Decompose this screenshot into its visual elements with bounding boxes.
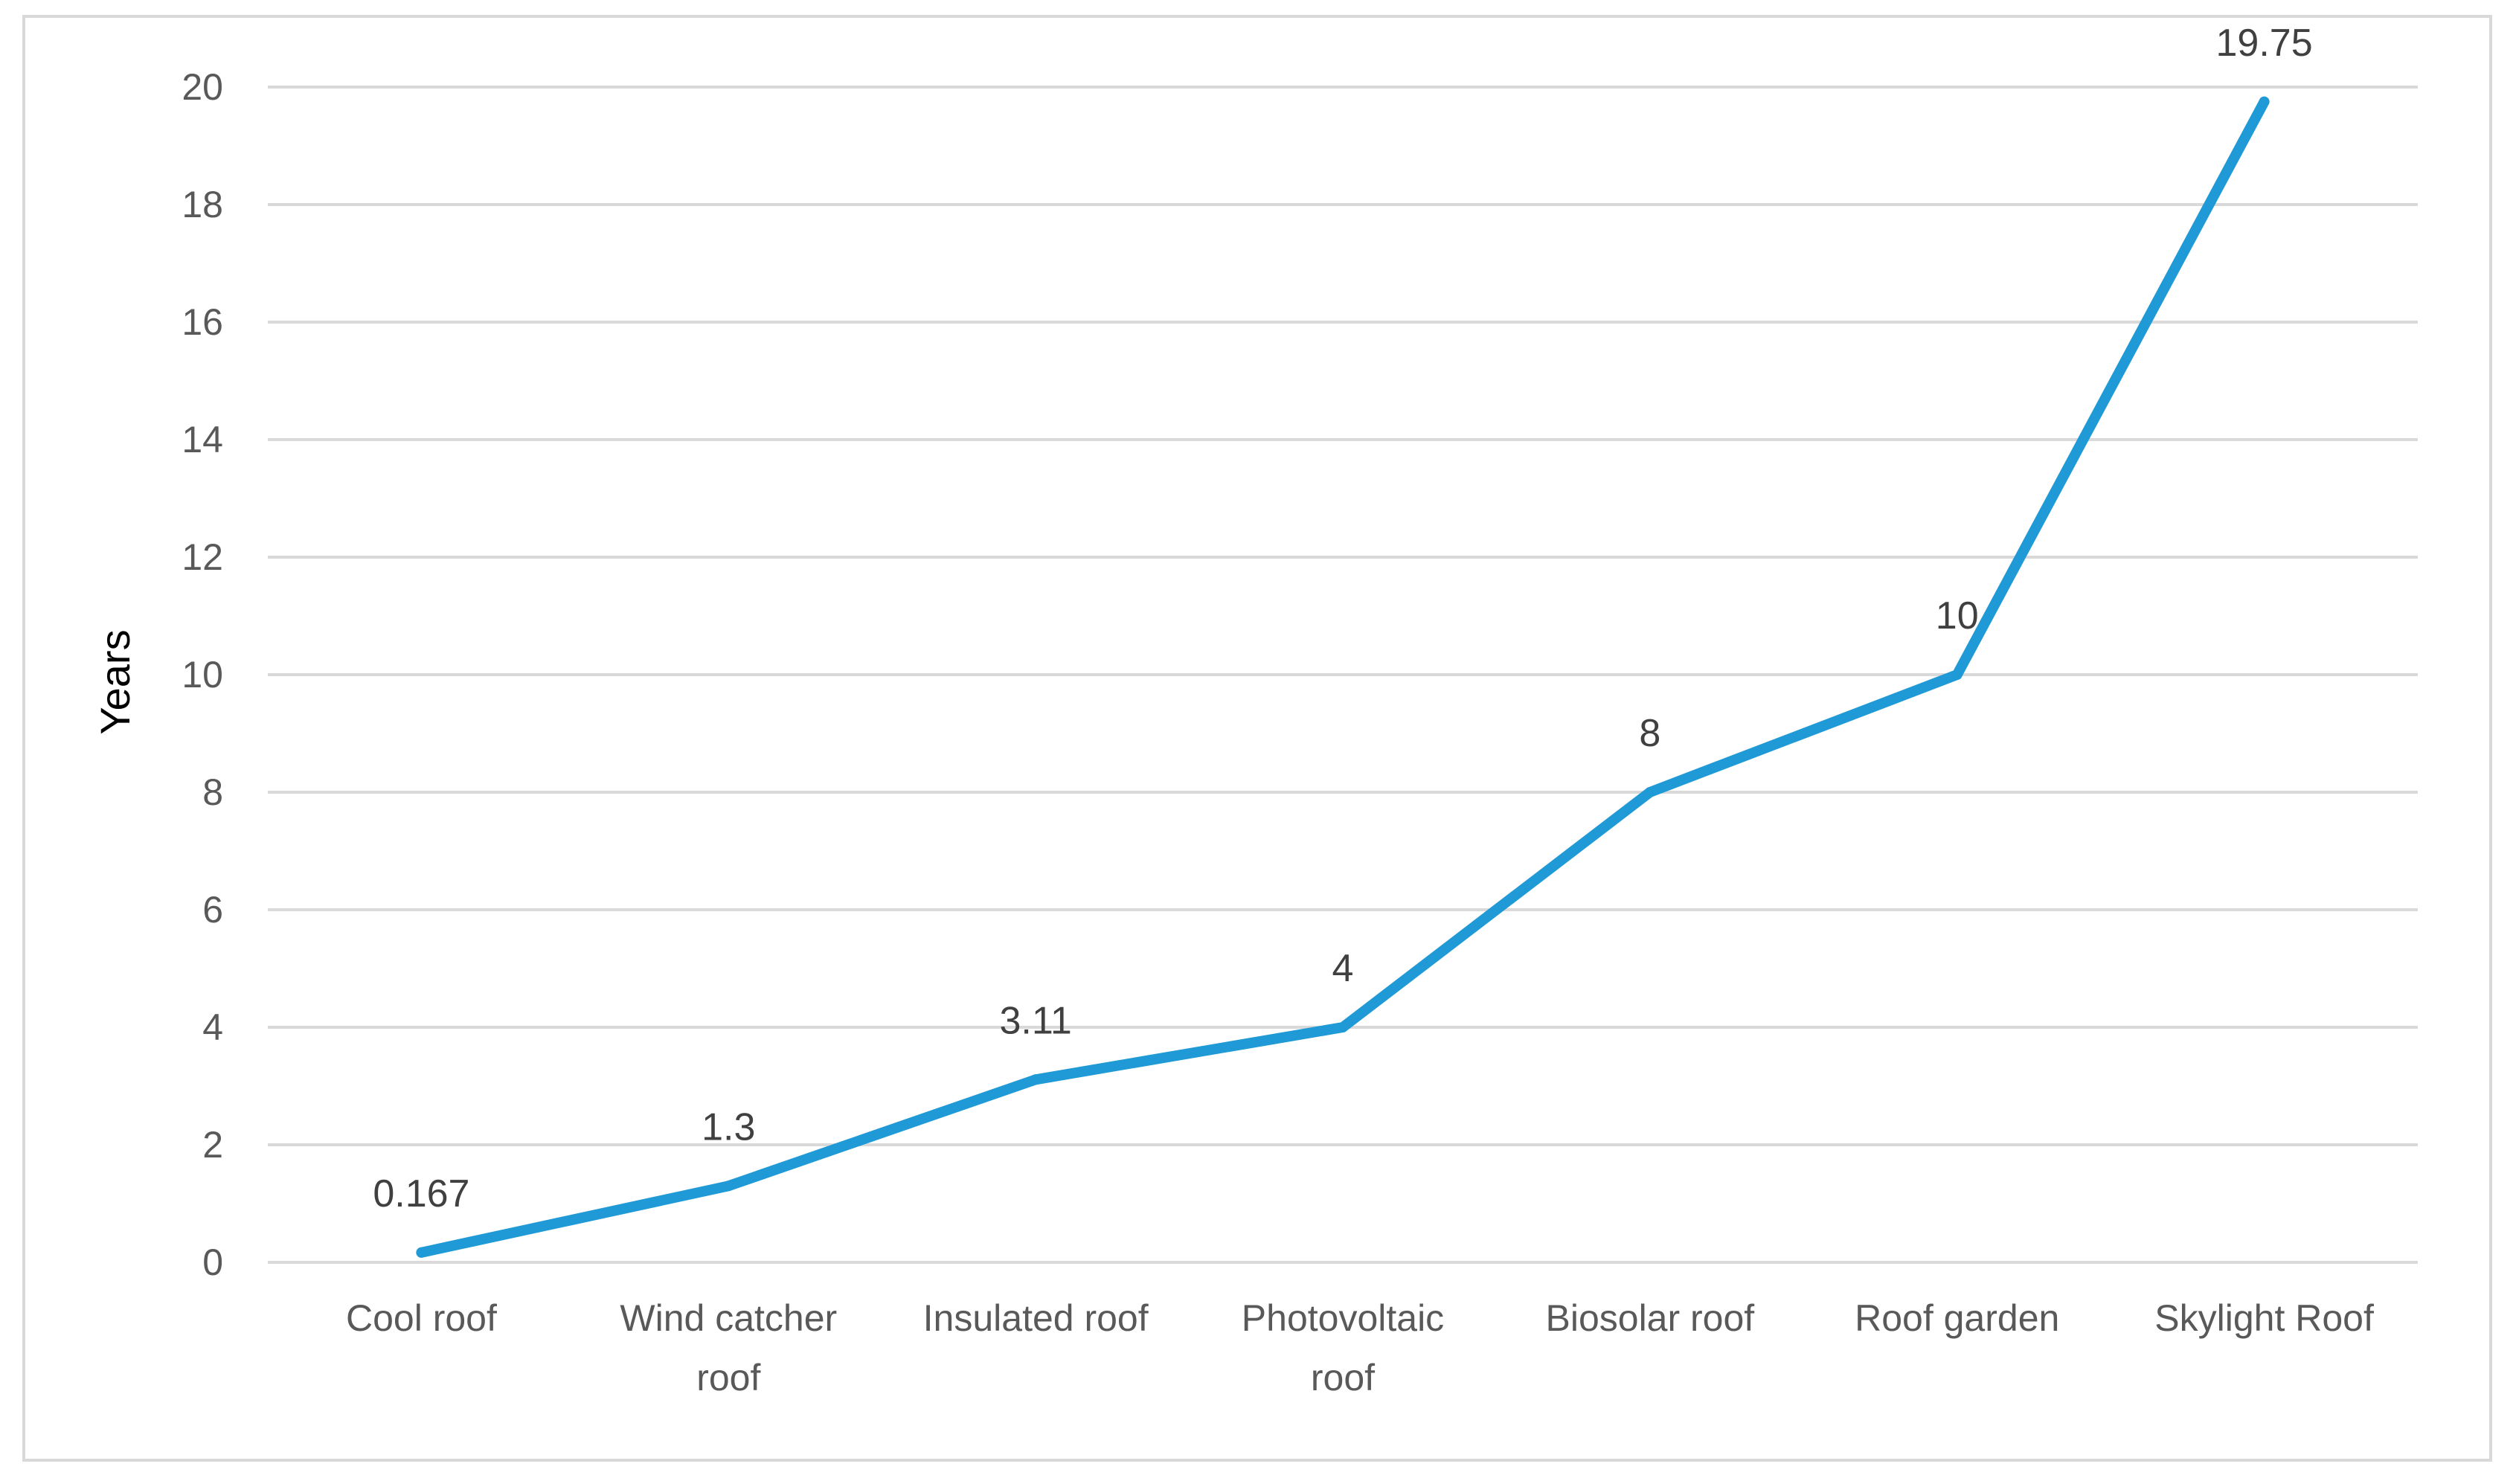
x-tick-label-line: Insulated roof bbox=[923, 1297, 1149, 1339]
series-line bbox=[416, 96, 2270, 1258]
data-point bbox=[723, 1181, 734, 1192]
y-tick-label: 0 bbox=[202, 1242, 223, 1283]
y-tick-label: 8 bbox=[202, 771, 223, 813]
y-tick-label: 20 bbox=[182, 66, 223, 108]
y-tick-label: 2 bbox=[202, 1124, 223, 1166]
gridlines bbox=[268, 86, 2418, 1264]
y-axis-ticks: 0 2 4 6 8 10 12 14 16 18 20 bbox=[182, 66, 223, 1283]
chart-frame: 0 2 4 6 8 10 12 14 16 18 20 Cool roof Wind catcher r… bbox=[22, 15, 2492, 1462]
x-tick-label: Wind catcher roof bbox=[620, 1297, 837, 1398]
data-labels: 0.167 1.3 3.11 4 8 10 19.75 bbox=[373, 22, 2312, 1215]
data-label: 0.167 bbox=[373, 1172, 469, 1215]
data-point bbox=[1338, 1022, 1348, 1032]
data-label: 19.75 bbox=[2216, 22, 2313, 65]
x-tick-label: Skylight Roof bbox=[2154, 1297, 2374, 1339]
y-tick-label: 16 bbox=[182, 301, 223, 343]
y-tick-label: 12 bbox=[182, 536, 223, 578]
data-point bbox=[1644, 787, 1655, 797]
y-axis-title: Years bbox=[92, 629, 138, 734]
data-point bbox=[2259, 96, 2270, 107]
x-tick-label: Roof garden bbox=[1855, 1297, 2059, 1339]
data-label: 1.3 bbox=[702, 1105, 755, 1149]
series-layer bbox=[416, 96, 2270, 1258]
x-tick-label: Biosolar roof bbox=[1546, 1297, 1755, 1339]
x-tick-label-line: Skylight Roof bbox=[2154, 1297, 2374, 1339]
x-tick-label-line: roof bbox=[696, 1357, 760, 1398]
data-point bbox=[416, 1247, 427, 1258]
data-label: 8 bbox=[1639, 712, 1660, 755]
data-label: 4 bbox=[1332, 947, 1354, 990]
y-tick-label: 6 bbox=[202, 889, 223, 931]
x-tick-label-line: Biosolar roof bbox=[1546, 1297, 1755, 1339]
line-chart: 0 2 4 6 8 10 12 14 16 18 20 Cool roof Wind catcher r… bbox=[92, 22, 2418, 1398]
x-tick-label-line: Roof garden bbox=[1855, 1297, 2059, 1339]
x-tick-label-line: Photovoltaic bbox=[1242, 1297, 1444, 1339]
y-tick-label: 18 bbox=[182, 184, 223, 225]
data-label: 3.11 bbox=[999, 999, 1071, 1042]
y-tick-label: 10 bbox=[182, 654, 223, 696]
x-tick-label: Photovoltaic roof bbox=[1242, 1297, 1444, 1398]
x-axis-ticks: Cool roof Wind catcher roof Insulated roof P… bbox=[346, 1297, 2374, 1398]
x-tick-label-line: Cool roof bbox=[346, 1297, 497, 1339]
y-tick-label: 4 bbox=[202, 1006, 223, 1048]
data-label: 10 bbox=[1936, 594, 1979, 637]
x-tick-label: Cool roof bbox=[346, 1297, 497, 1339]
x-tick-label: Insulated roof bbox=[923, 1297, 1149, 1339]
y-tick-label: 14 bbox=[182, 419, 223, 460]
x-tick-label-line: Wind catcher bbox=[620, 1297, 837, 1339]
data-point bbox=[1030, 1074, 1042, 1085]
x-tick-label-line: roof bbox=[1311, 1357, 1375, 1398]
data-point bbox=[1951, 669, 1963, 680]
